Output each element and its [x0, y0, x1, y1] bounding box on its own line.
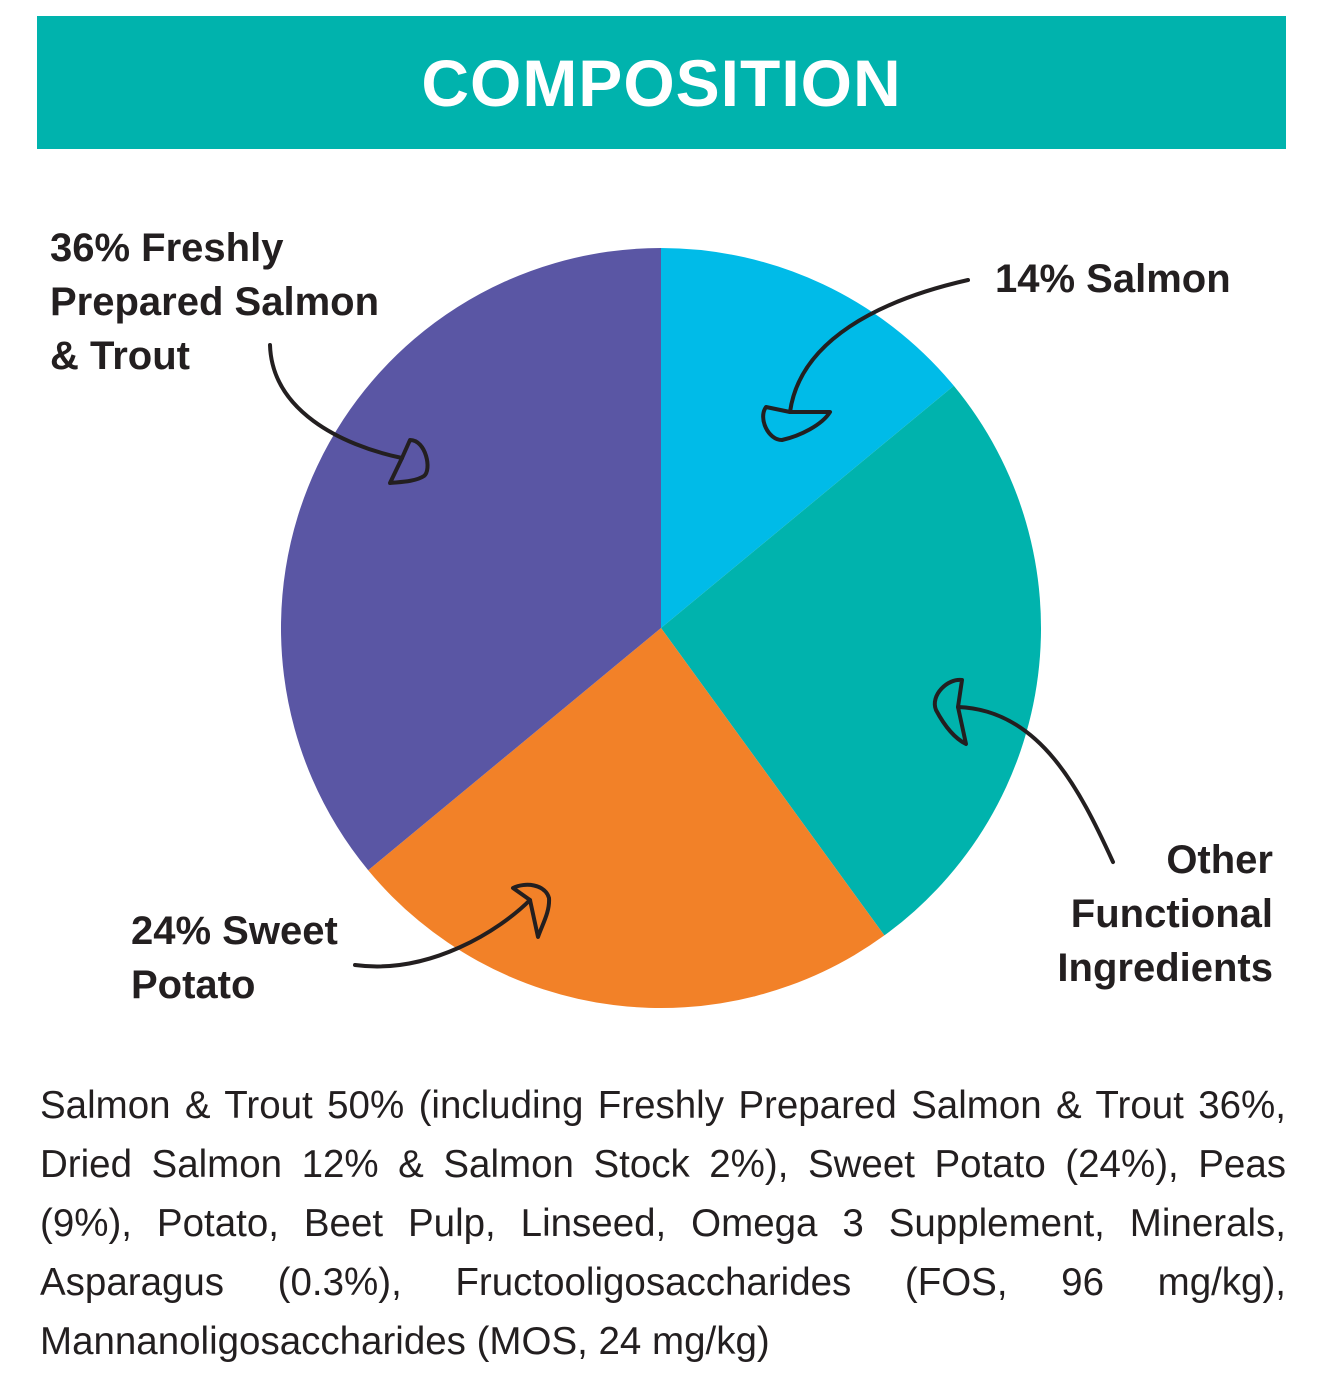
arrowhead-sweet-potato: [511, 882, 552, 939]
composition-banner: COMPOSITION: [37, 16, 1286, 149]
pie-slice-2: [661, 385, 1042, 936]
pie-slice-4: [280, 247, 661, 871]
label-salmon-trout: 36% Freshly Prepared Salmon & Trout: [50, 226, 380, 378]
label-salmon: 14% Salmon: [995, 257, 1231, 301]
page-title: COMPOSITION: [421, 45, 902, 120]
arrow-salmon-trout: [268, 343, 404, 460]
arrowhead-other: [932, 677, 968, 746]
arrow-sweet-potato: [353, 898, 532, 969]
pie-slice-3: [368, 628, 885, 1009]
arrowhead-salmon: [761, 405, 832, 442]
label-other-functional-ingredients: Other Functional Ingredients: [1057, 838, 1273, 990]
label-sweet-potato: 24% Sweet Potato: [131, 909, 338, 1007]
arrow-other: [956, 705, 1115, 864]
pie-slice-1: [661, 248, 954, 628]
ingredients-list: Salmon & Trout 50% (including Freshly Pr…: [40, 1084, 1286, 1363]
arrow-salmon: [788, 278, 970, 414]
arrowhead-salmon-trout: [388, 438, 430, 485]
